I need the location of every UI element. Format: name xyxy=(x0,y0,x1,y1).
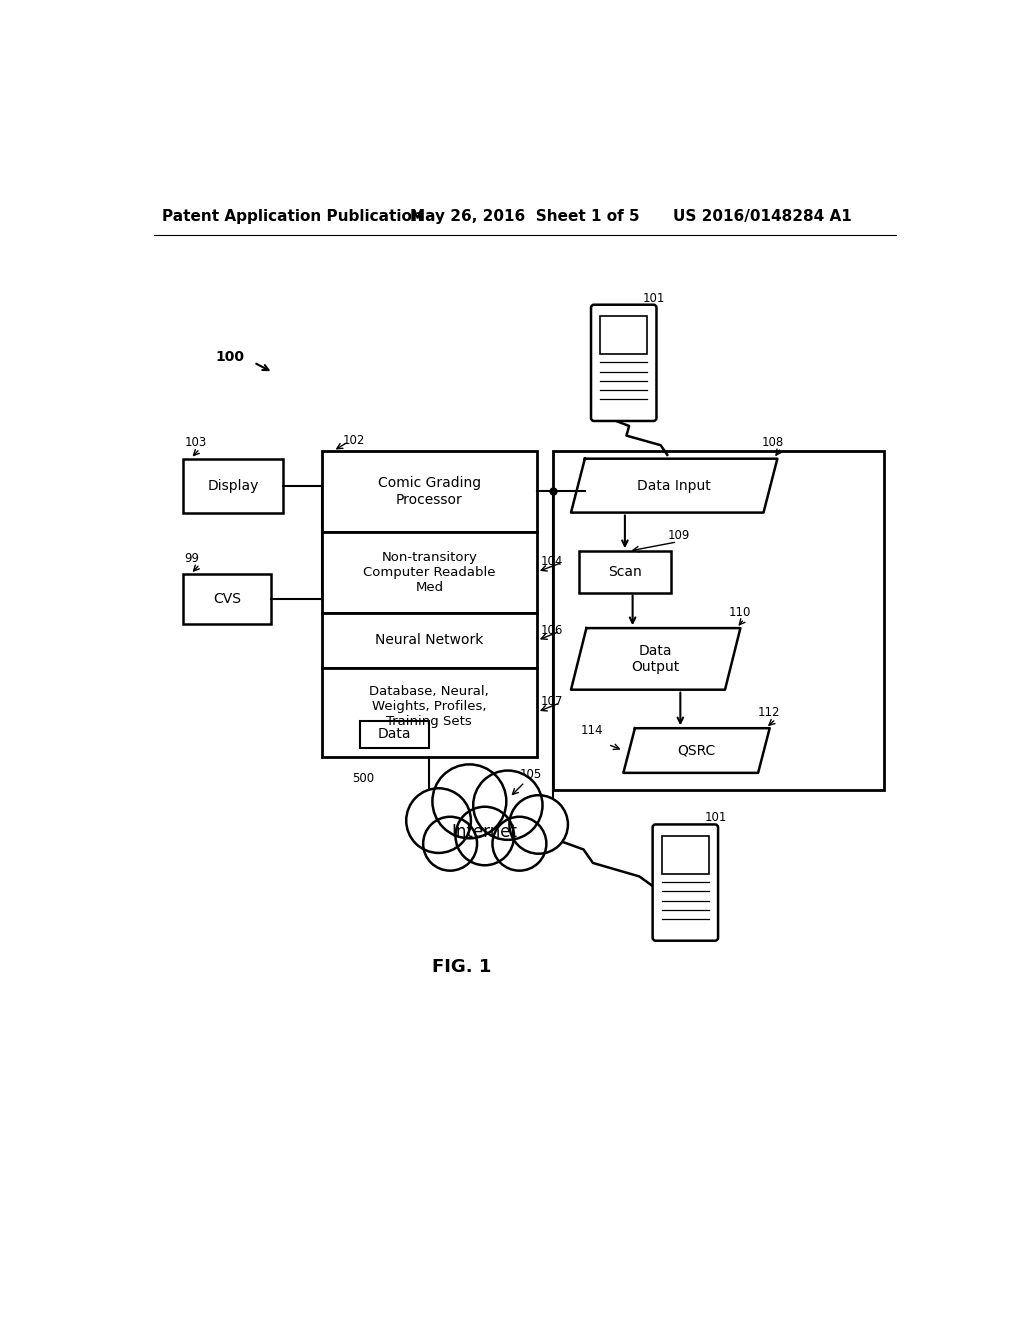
FancyBboxPatch shape xyxy=(652,825,718,941)
Text: 104: 104 xyxy=(541,554,563,568)
Bar xyxy=(322,668,538,756)
Circle shape xyxy=(407,788,471,853)
Text: 107: 107 xyxy=(541,696,563,708)
Text: Scan: Scan xyxy=(608,565,642,579)
Text: Data: Data xyxy=(378,727,412,742)
Text: CVS: CVS xyxy=(213,593,242,606)
Text: Neural Network: Neural Network xyxy=(375,634,483,647)
Circle shape xyxy=(432,764,506,838)
Text: 110: 110 xyxy=(729,606,752,619)
Text: Internet: Internet xyxy=(452,824,518,841)
FancyBboxPatch shape xyxy=(591,305,656,421)
Bar xyxy=(600,317,647,354)
Text: 101: 101 xyxy=(705,812,727,825)
Polygon shape xyxy=(624,729,770,774)
Text: 103: 103 xyxy=(184,437,207,449)
Text: 114: 114 xyxy=(581,725,603,738)
Bar xyxy=(183,574,271,624)
Text: Patent Application Publication: Patent Application Publication xyxy=(162,209,423,223)
Circle shape xyxy=(473,771,543,840)
Text: 105: 105 xyxy=(519,767,542,780)
Text: 99: 99 xyxy=(184,552,200,565)
Text: 108: 108 xyxy=(762,437,784,449)
Bar xyxy=(662,836,709,874)
Circle shape xyxy=(493,817,547,871)
Text: 109: 109 xyxy=(668,529,689,543)
Polygon shape xyxy=(571,628,740,689)
Text: 100: 100 xyxy=(215,350,245,364)
Polygon shape xyxy=(571,459,777,512)
Text: Display: Display xyxy=(207,479,259,492)
Text: 102: 102 xyxy=(343,434,366,447)
Bar xyxy=(322,451,538,532)
Circle shape xyxy=(509,795,568,854)
Bar xyxy=(322,532,538,612)
Text: 500: 500 xyxy=(352,772,375,785)
Text: FIG. 1: FIG. 1 xyxy=(432,958,492,975)
Bar xyxy=(322,612,538,668)
Bar xyxy=(183,459,283,512)
Text: May 26, 2016  Sheet 1 of 5: May 26, 2016 Sheet 1 of 5 xyxy=(410,209,640,223)
Circle shape xyxy=(423,817,477,871)
Text: Data Input: Data Input xyxy=(637,479,711,492)
Text: Comic Grading
Processor: Comic Grading Processor xyxy=(378,477,481,507)
Bar xyxy=(579,552,671,593)
Bar xyxy=(360,721,429,748)
Text: QSRC: QSRC xyxy=(678,743,716,758)
Text: US 2016/0148284 A1: US 2016/0148284 A1 xyxy=(673,209,851,223)
Circle shape xyxy=(456,807,514,866)
Text: 112: 112 xyxy=(758,706,780,719)
Text: Data
Output: Data Output xyxy=(632,644,680,675)
Bar xyxy=(553,451,884,789)
Text: Database, Neural,
Weights, Profiles,
Training Sets: Database, Neural, Weights, Profiles, Tra… xyxy=(370,685,489,729)
Text: Non-transitory
Computer Readable
Med: Non-transitory Computer Readable Med xyxy=(364,550,496,594)
Text: 101: 101 xyxy=(643,292,665,305)
Text: 106: 106 xyxy=(541,623,563,636)
